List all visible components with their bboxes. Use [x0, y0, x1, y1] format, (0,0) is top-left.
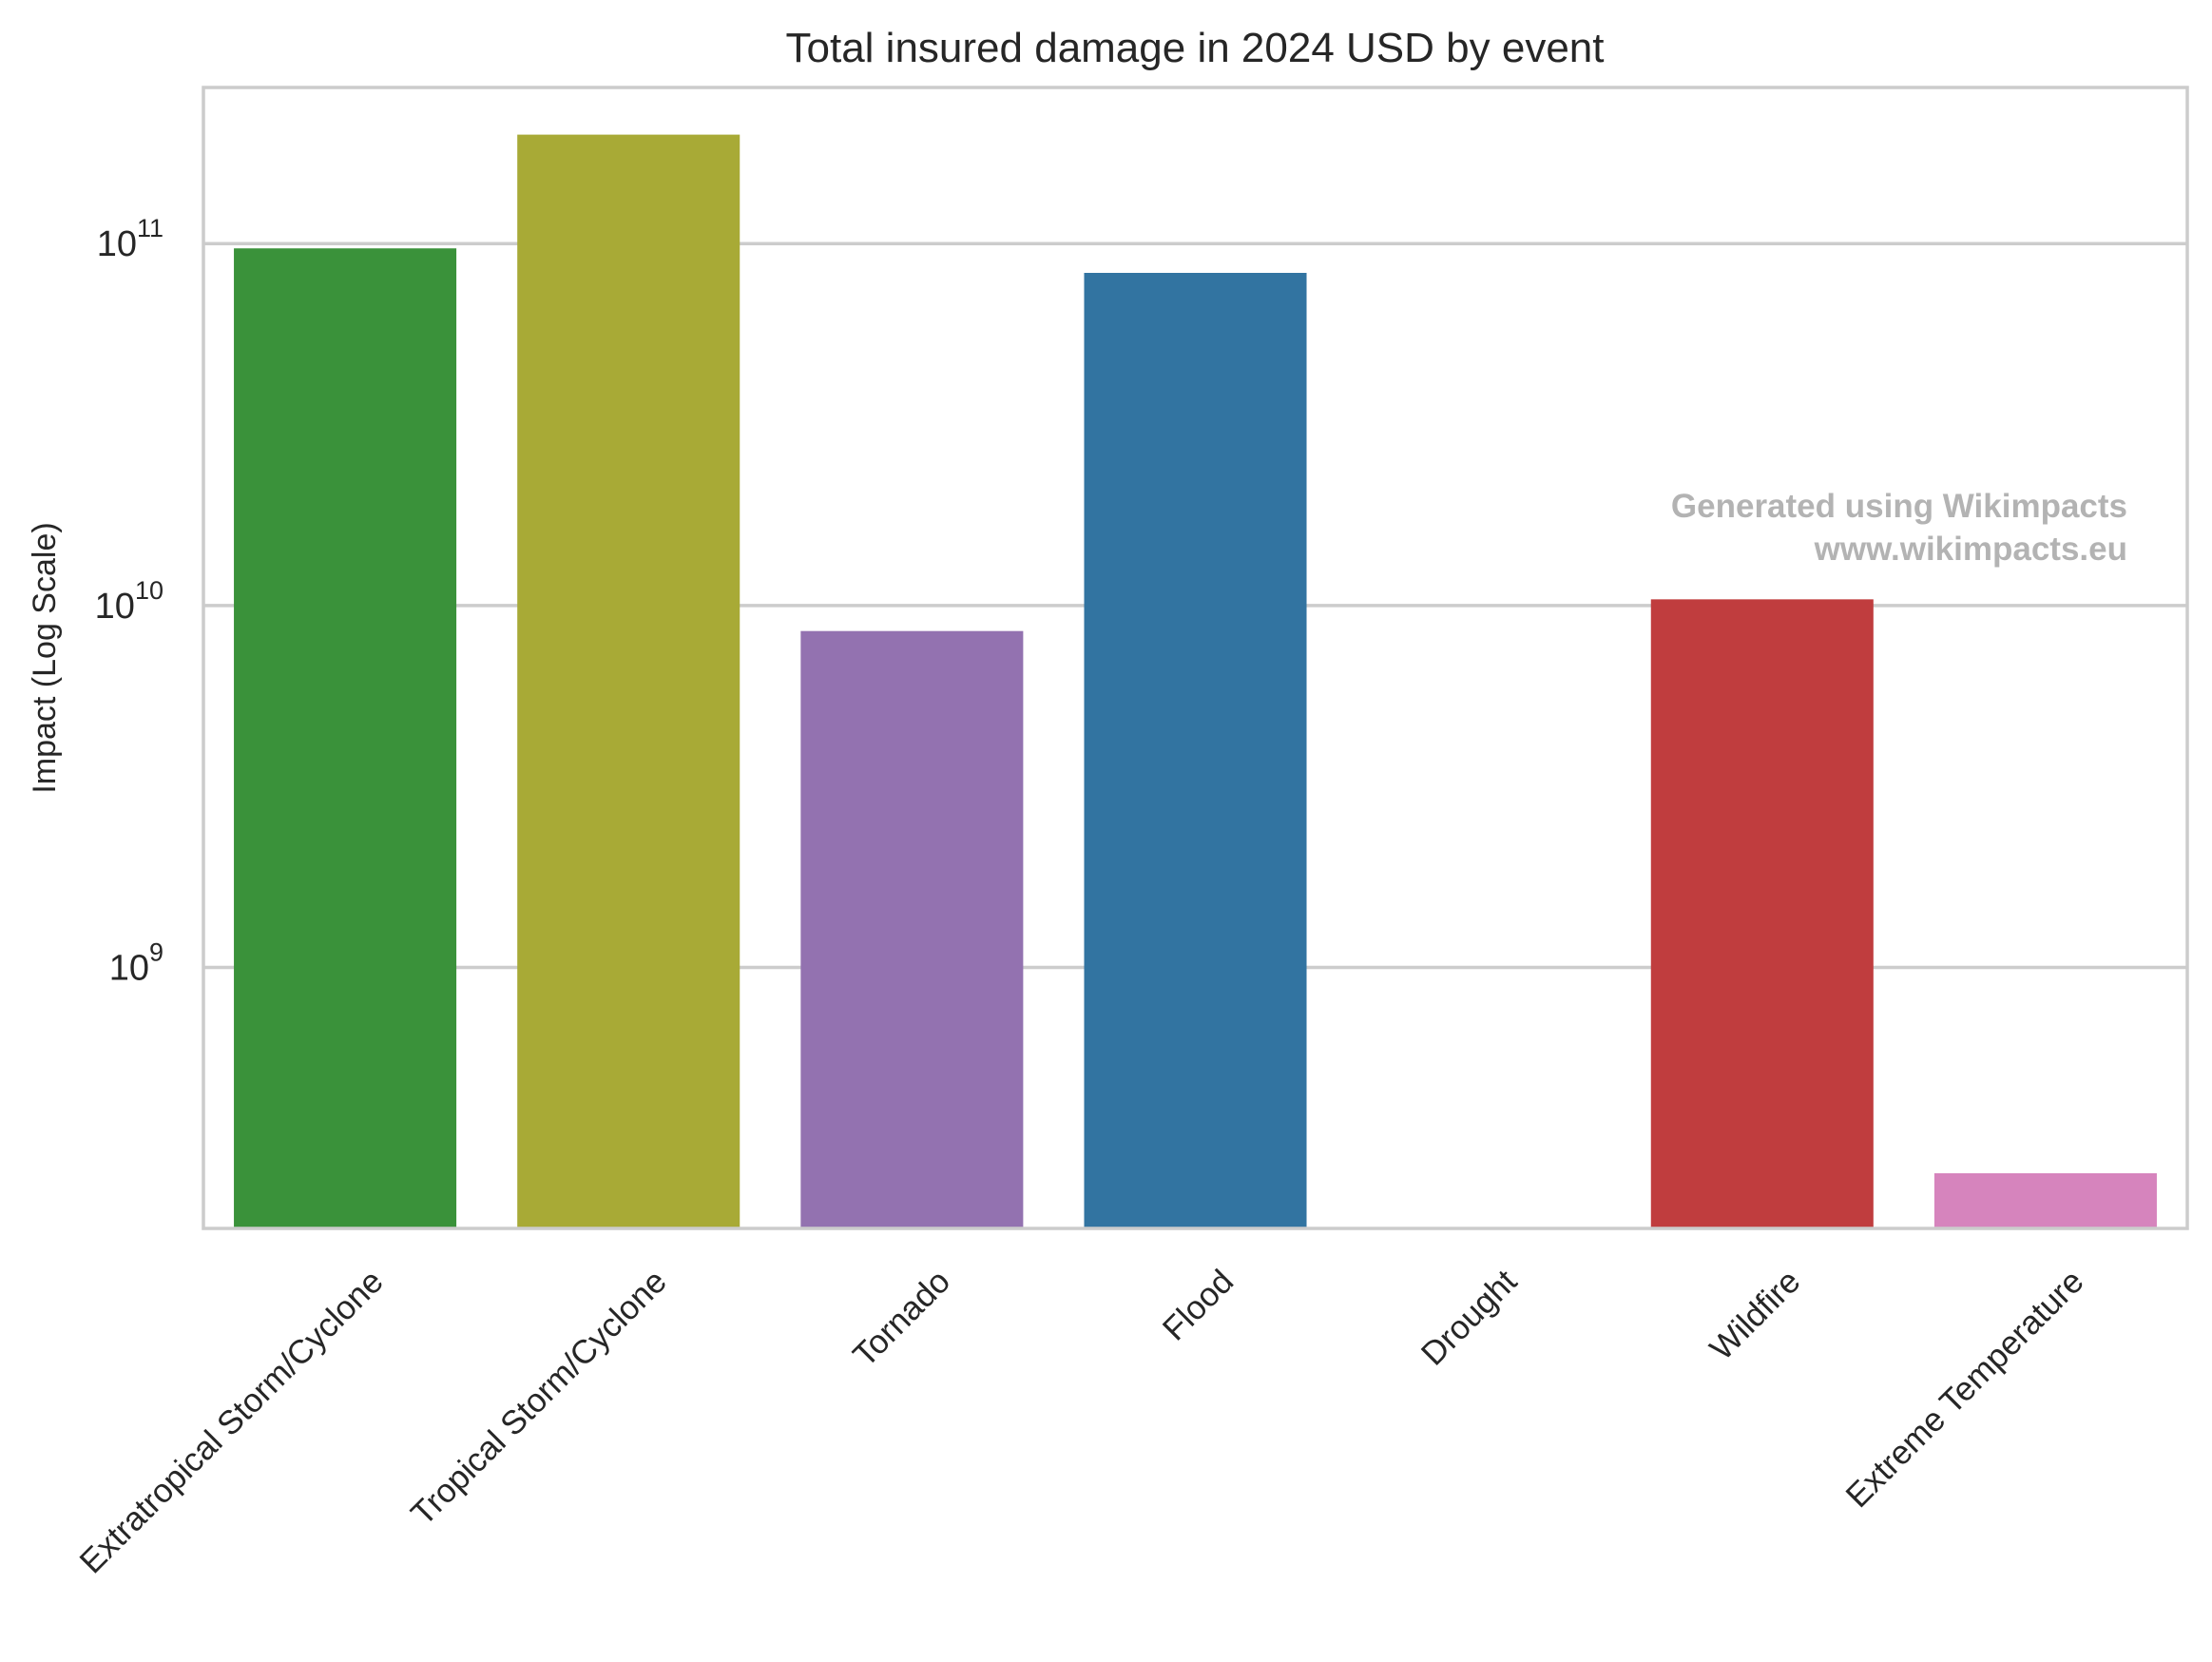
- bars: [234, 134, 2157, 1229]
- watermark-line-1: Generated using Wikimpacts: [1671, 488, 2127, 525]
- bar-6: [1933, 1172, 2157, 1228]
- y-tick-labels: 109 1010 1011: [95, 214, 163, 988]
- plot-frame: [202, 86, 2189, 1230]
- y-tick-label-1: 1010: [95, 576, 163, 627]
- y-tick-label-0: 109: [109, 937, 163, 988]
- bar-1: [517, 134, 741, 1228]
- bar-2: [800, 630, 1024, 1228]
- bar-0: [234, 248, 457, 1229]
- y-axis-label: Impact (Log Scale): [27, 522, 63, 793]
- chart-title: Total insured damage in 2024 USD by even…: [786, 25, 1605, 71]
- watermark-line-2: www.wikimpacts.eu: [1814, 531, 2127, 568]
- bar-3: [1084, 272, 1307, 1228]
- bar-5: [1650, 599, 1874, 1228]
- y-tick-label-2: 1011: [97, 214, 163, 264]
